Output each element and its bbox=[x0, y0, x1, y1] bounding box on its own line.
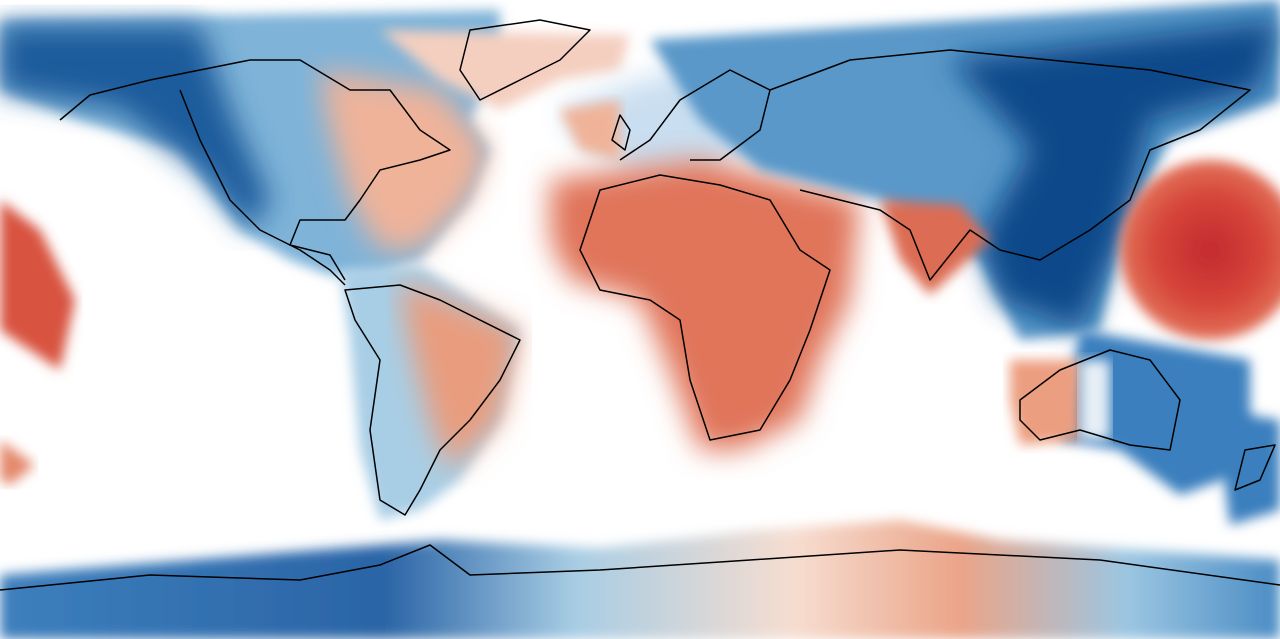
new-zealand bbox=[1215, 410, 1280, 525]
coast-africa bbox=[579, 174, 831, 441]
coast-europe bbox=[619, 69, 771, 161]
uk-red bbox=[560, 100, 620, 160]
coast-new-zealand bbox=[1234, 444, 1276, 491]
coast-australia bbox=[1019, 349, 1181, 451]
north-america-dark bbox=[0, 25, 270, 230]
antarctica bbox=[0, 520, 1280, 639]
south-pacific-red bbox=[0, 440, 35, 485]
greenland bbox=[380, 30, 630, 110]
coast-greenland bbox=[459, 19, 591, 101]
coast-south-america bbox=[344, 284, 521, 516]
africa bbox=[550, 160, 860, 450]
pacific-red bbox=[1120, 160, 1280, 340]
coastlines bbox=[0, 19, 1280, 591]
coast-uk bbox=[611, 114, 631, 151]
canada-east-red bbox=[320, 70, 490, 250]
australia-center bbox=[1080, 360, 1110, 440]
coast-west-america bbox=[179, 89, 346, 286]
coast-north-america bbox=[59, 59, 451, 281]
india bbox=[880, 200, 990, 295]
coast-asia bbox=[769, 49, 1251, 281]
asia-dark bbox=[950, 20, 1280, 330]
south-america-red bbox=[400, 280, 520, 470]
australia-west bbox=[1010, 360, 1080, 445]
pacific-red-west bbox=[0, 200, 75, 370]
coast-antarctica bbox=[0, 544, 1280, 591]
